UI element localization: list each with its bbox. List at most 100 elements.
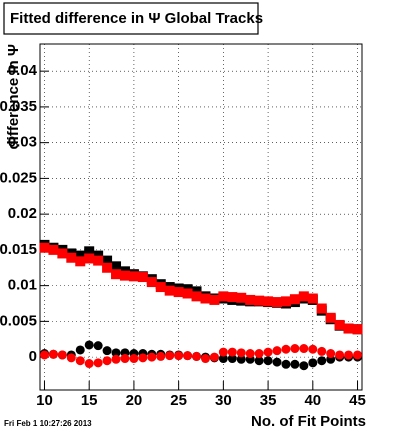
circle-marker [281, 359, 291, 369]
circle-marker [317, 346, 327, 356]
square-marker [48, 244, 59, 255]
circle-marker [102, 356, 112, 366]
x-tick-label: 35 [260, 392, 277, 409]
square-marker [298, 291, 309, 302]
square-marker [57, 248, 68, 259]
circle-marker [200, 354, 210, 364]
y-tick-label: 0.015 [0, 241, 37, 258]
circle-marker [84, 340, 94, 350]
square-marker [343, 323, 354, 334]
square-marker [209, 294, 220, 305]
circle-marker [290, 344, 300, 354]
circle-marker [111, 354, 121, 364]
square-marker [155, 282, 166, 293]
x-tick-label: 10 [36, 392, 53, 409]
x-tick-label: 40 [304, 392, 321, 409]
y-tick-label: 0.02 [8, 205, 37, 222]
square-marker [75, 250, 86, 261]
square-marker [191, 291, 202, 302]
square-marker [334, 319, 345, 330]
square-marker [352, 324, 363, 335]
y-tick-label: 0.03 [8, 134, 37, 151]
footer: Fri Feb 1 10:27:26 2013 [4, 419, 92, 428]
square-marker [39, 242, 50, 253]
circle-marker [39, 350, 49, 360]
circle-marker [138, 353, 148, 363]
circle-marker [263, 347, 273, 357]
circle-marker [299, 344, 309, 354]
square-marker [84, 253, 95, 264]
square-marker [263, 296, 274, 307]
square-marker [272, 297, 283, 308]
square-marker [173, 287, 184, 298]
square-marker [93, 250, 104, 261]
circle-marker [263, 356, 273, 366]
title-box [3, 2, 259, 35]
square-marker [218, 291, 229, 302]
square-marker [307, 293, 318, 304]
x-tick-label: 45 [349, 392, 366, 409]
circle-marker [272, 357, 282, 367]
chart-title: Fitted difference in Ψ Global Tracks [10, 10, 263, 27]
x-tick-label: 15 [81, 392, 98, 409]
circle-marker [75, 345, 85, 355]
circle-marker [218, 347, 228, 357]
x-tick-label: 20 [126, 392, 143, 409]
x-tick-label: 25 [170, 392, 187, 409]
circle-marker [84, 359, 94, 369]
circle-marker [227, 354, 237, 364]
circle-marker [183, 351, 193, 361]
circle-marker [344, 350, 354, 360]
circle-marker [111, 348, 121, 358]
circle-marker [245, 349, 255, 359]
square-marker [280, 296, 291, 307]
circle-marker [218, 354, 228, 364]
circle-marker [317, 356, 327, 366]
square-marker [102, 255, 113, 266]
circle-marker [272, 346, 282, 356]
square-marker [75, 256, 86, 267]
circle-marker [236, 354, 246, 364]
circle-marker [254, 349, 264, 359]
square-marker [119, 270, 130, 281]
y-tick-label: 0.01 [8, 277, 37, 294]
circle-marker [281, 344, 291, 354]
circle-marker [290, 359, 300, 369]
x-axis-label: No. of Fit Points [251, 413, 366, 430]
circle-marker [48, 349, 58, 359]
square-marker [325, 312, 336, 323]
square-marker [146, 277, 157, 288]
square-marker [182, 288, 193, 299]
square-marker [236, 292, 247, 303]
y-tick-label: 0 [29, 348, 37, 365]
circle-marker [335, 350, 345, 360]
square-marker [245, 294, 256, 305]
circle-marker [57, 350, 67, 360]
circle-marker [93, 341, 103, 351]
circle-marker [254, 356, 264, 366]
y-tick-label: 0.025 [0, 169, 37, 186]
square-marker [289, 294, 300, 305]
square-marker [191, 286, 202, 297]
circle-marker [326, 349, 336, 359]
square-marker [111, 261, 122, 272]
circle-marker [353, 350, 363, 360]
circle-marker [227, 347, 237, 357]
square-marker [164, 285, 175, 296]
square-marker [254, 295, 265, 306]
y-tick-label: 0.005 [0, 312, 37, 329]
circle-marker [174, 351, 184, 361]
circle-marker [236, 348, 246, 358]
circle-marker [192, 351, 202, 361]
circle-marker [209, 352, 219, 362]
y-tick-label: 0.04 [8, 62, 38, 79]
y-axis-label: difference in Ψ [5, 44, 22, 150]
circle-marker [156, 351, 166, 361]
square-marker [316, 303, 327, 314]
circle-marker [75, 356, 85, 366]
circle-marker [299, 361, 309, 371]
circle-marker [66, 353, 76, 363]
square-marker [200, 293, 211, 304]
circle-marker [308, 344, 318, 354]
